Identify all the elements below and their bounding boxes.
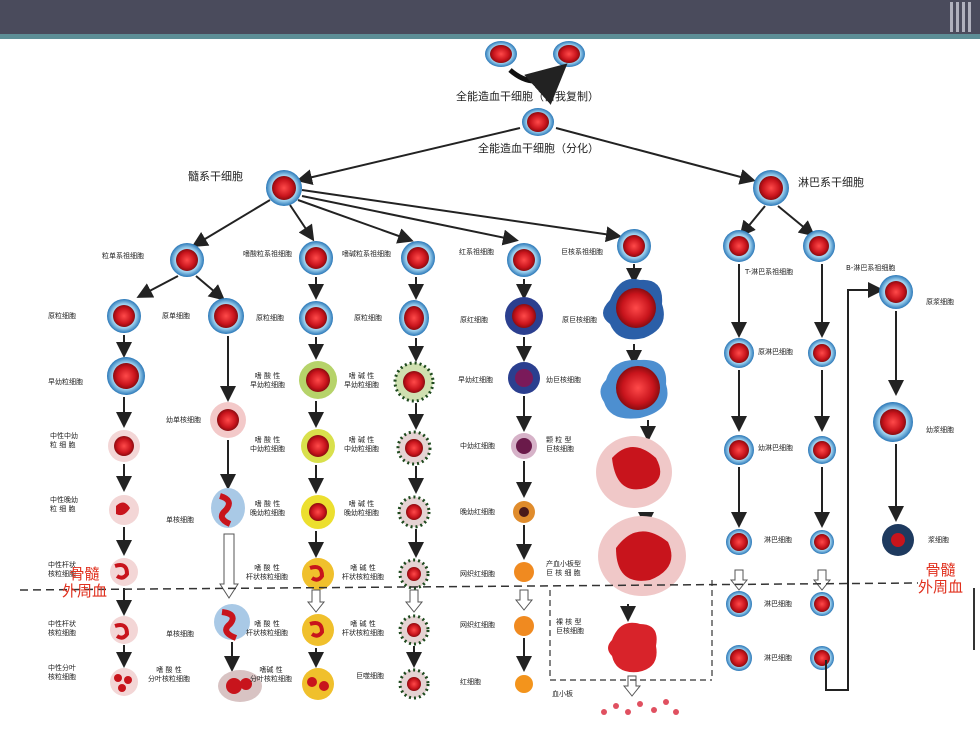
monocyte-column [208, 298, 262, 702]
t-progenitor-label: T-淋巴系祖细胞 [745, 268, 794, 276]
mega-label-4: 产血小板型 巨 核 细 胞 [546, 560, 581, 577]
macrophage-label: 巨噬细胞 [356, 672, 384, 680]
b-progenitor-label: B-淋巴系祖细胞 [846, 264, 896, 272]
lymphoid-label: 淋巴系干细胞 [798, 176, 864, 189]
stem-cell-top-right [553, 41, 585, 67]
stem-cell-diff-label: 全能造血干细胞（分化） [478, 142, 599, 155]
b-label-1: 原浆细胞 [926, 298, 954, 306]
eos-label-2: 嗜 酸 性 早幼粒细胞 [250, 372, 285, 389]
lymphoid-stem-cell [753, 170, 789, 206]
neut-label-6: 中性杆状 核粒细胞 [48, 620, 76, 637]
baso-label-3: 嗜 碱 性 中幼粒细胞 [344, 436, 379, 453]
basophil-column [393, 277, 435, 700]
stem-cell-top-left [485, 41, 517, 67]
mono-label-2: 幼单核细胞 [166, 416, 201, 424]
ery-label-5: 网织红细胞 [460, 570, 495, 578]
t-lymphocyte-column [724, 264, 754, 671]
megakaryocyte-box [549, 590, 712, 681]
myeloid-stem-cell [266, 170, 302, 206]
eos-label-3: 嗜 酸 性 中幼粒细胞 [250, 436, 285, 453]
progenitor-cells [170, 229, 835, 277]
neut-label-7: 中性分叶 核粒细胞 [48, 664, 76, 681]
mega-label-2: 幼巨核细胞 [546, 376, 581, 384]
megakaryocyte-column [596, 264, 686, 715]
self-renewal-arrow [508, 63, 568, 105]
baso-label-1: 原粒细胞 [354, 314, 382, 322]
ery-label-2: 早幼红细胞 [458, 376, 493, 384]
mega-label-3: 颗 粒 型 巨核细胞 [546, 436, 574, 453]
ery-label-1: 原红细胞 [460, 316, 488, 324]
stem-cell-label: 全能造血干细胞（自我复制） [456, 90, 599, 103]
neut-label-1: 原粒细胞 [48, 312, 76, 320]
baso-label-2: 嗜 碱 性 早幼粒细胞 [344, 372, 379, 389]
eos-progenitor-label: 嗜酸粒系祖细胞 [243, 250, 292, 258]
ery-label-6: 网织红细胞 [460, 621, 495, 629]
erythroid-column [505, 279, 543, 693]
neut-label-5: 中性杆状 核粒细胞 [48, 561, 76, 578]
ery-label-7: 红细胞 [460, 678, 481, 686]
baso-progenitor-label: 嗜碱粒系祖细胞 [342, 250, 391, 258]
title-underline [0, 34, 980, 39]
eos-label-4: 嗜 酸 性 晚幼粒细胞 [250, 500, 285, 517]
decor-stripes [950, 2, 972, 32]
mono-label-3: 单核细胞 [166, 516, 194, 524]
baso-label-4: 嗜 碱 性 晚幼粒细胞 [344, 500, 379, 517]
plasma-column [873, 275, 914, 556]
ery-progenitor-label: 红系祖细胞 [459, 248, 494, 256]
boundary-label-right: 骨髓 外周血 [918, 561, 964, 597]
b-label-3: 浆细胞 [928, 536, 949, 544]
marrow-boundary-line [19, 582, 919, 591]
eosinophil-column [299, 277, 337, 700]
stem-cell-center [522, 108, 554, 136]
mono-label-1: 原单细胞 [162, 312, 190, 320]
baso-label-5: 嗜 碱 性 杆状核粒细胞 [342, 564, 384, 581]
mono-label-4: 单核细胞 [166, 630, 194, 638]
ery-label-4: 晚幼红细胞 [460, 508, 495, 516]
neut-label-4: 中性晚幼 粒 细 胞 [50, 496, 78, 513]
t-label-5: 淋巴细胞 [764, 654, 792, 662]
boundary-label-left: 骨髓 外周血 [62, 565, 108, 601]
ery-label-3: 中幼红细胞 [460, 442, 495, 450]
t-label-3: 淋巴细胞 [764, 536, 792, 544]
mega-label-1: 原巨核细胞 [562, 316, 597, 324]
eos-label-1: 原粒细胞 [256, 314, 284, 322]
mega-label-5: 裸 核 型 巨核细胞 [556, 618, 584, 635]
eos-label-6: 嗜 酸 性 杆状核粒细胞 [246, 620, 288, 637]
neut-label-3: 中性中幼 粒 细 胞 [50, 432, 78, 449]
t-label-4: 淋巴细胞 [764, 600, 792, 608]
platelet-label: 血小板 [552, 690, 573, 698]
b-lymphocyte-column [808, 264, 884, 691]
baso-label-6: 嗜 碱 性 杆状核粒细胞 [342, 620, 384, 637]
neut-label-2: 早幼粒细胞 [48, 378, 83, 386]
t-label-1: 原淋巴细胞 [758, 348, 793, 356]
mono-progenitor-label: 粒单系祖细胞 [102, 252, 144, 260]
eos-label-5: 嗜 酸 性 杆状核粒细胞 [246, 564, 288, 581]
neutrophil-column [107, 299, 145, 696]
myeloid-label: 髓系干细胞 [188, 170, 243, 183]
mega-progenitor-label: 巨核系祖细胞 [561, 248, 603, 256]
title-bar [0, 0, 980, 34]
eos-label-7: 嗜 酸 性 分叶核粒细胞 [148, 666, 190, 683]
t-label-2: 幼淋巴细胞 [758, 444, 793, 452]
b-label-2: 幼浆细胞 [926, 426, 954, 434]
baso-label-7: 嗜碱 性 分叶核粒细胞 [250, 666, 292, 683]
